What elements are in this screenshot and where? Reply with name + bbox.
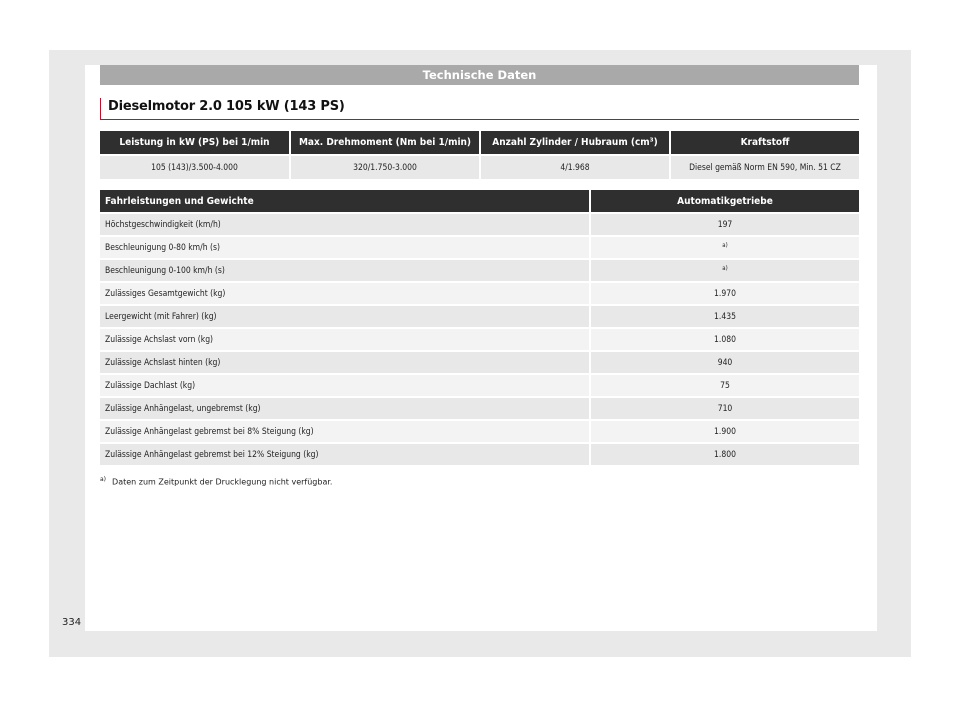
engine-header-fuel: Kraftstoff — [670, 131, 859, 155]
row-value: 1.970 — [590, 281, 859, 305]
row-label: Leergewicht (mit Fahrer) (kg) — [100, 304, 591, 328]
row-label: Höchstgeschwindigkeit (km/h) — [100, 212, 591, 236]
engine-header-torque: Max. Drehmoment (Nm bei 1/min) — [290, 131, 481, 155]
row-value: a) — [590, 235, 859, 259]
row-value: 940 — [590, 350, 859, 374]
engine-table: Leistung in kW (PS) bei 1/min Max. Drehm… — [100, 131, 859, 179]
table-row: Beschleunigung 0-80 km/h (s) a) — [100, 235, 859, 259]
performance-header-value: Automatikgetriebe — [590, 190, 859, 213]
section-heading: Dieselmotor 2.0 105 kW (143 PS) — [100, 98, 859, 120]
row-value: 1.800 — [590, 442, 859, 465]
row-label: Zulässige Achslast vorn (kg) — [100, 327, 591, 351]
footnote-marker: a) — [722, 264, 728, 272]
section-title: Dieselmotor 2.0 105 kW (143 PS) — [108, 99, 345, 114]
row-value: 75 — [590, 373, 859, 397]
table-row: Zulässige Achslast hinten (kg) 940 — [100, 350, 859, 374]
engine-header-cylinders: Anzahl Zylinder / Hubraum (cm³) — [480, 131, 671, 155]
engine-value-power: 105 (143)/3.500-4.000 — [100, 154, 291, 179]
footnote-marker: a) — [722, 241, 728, 249]
row-value: 1.900 — [590, 419, 859, 443]
chapter-header: Technische Daten — [100, 65, 859, 85]
row-label: Beschleunigung 0-100 km/h (s) — [100, 258, 591, 282]
row-label: Zulässige Achslast hinten (kg) — [100, 350, 591, 374]
table-row: Zulässige Anhängelast, ungebremst (kg) 7… — [100, 396, 859, 420]
performance-header-label: Fahrleistungen und Gewichte — [100, 190, 591, 213]
engine-value-cylinders: 4/1.968 — [480, 154, 671, 179]
row-label: Zulässige Anhängelast gebremst bei 8% St… — [100, 419, 591, 443]
engine-header-power: Leistung in kW (PS) bei 1/min — [100, 131, 291, 155]
engine-table-row: 105 (143)/3.500-4.000 320/1.750-3.000 4/… — [100, 154, 859, 179]
engine-table-header: Leistung in kW (PS) bei 1/min Max. Drehm… — [100, 131, 859, 155]
row-value: 197 — [590, 212, 859, 236]
chapter-title: Technische Daten — [422, 68, 537, 82]
table-row: Zulässige Achslast vorn (kg) 1.080 — [100, 327, 859, 351]
row-value: 1.080 — [590, 327, 859, 351]
table-row: Höchstgeschwindigkeit (km/h) 197 — [100, 212, 859, 236]
performance-table: Fahrleistungen und Gewichte Automatikget… — [100, 190, 859, 465]
row-value: a) — [590, 258, 859, 282]
table-row: Zulässige Anhängelast gebremst bei 12% S… — [100, 442, 859, 465]
engine-value-torque: 320/1.750-3.000 — [290, 154, 481, 179]
row-label: Beschleunigung 0-80 km/h (s) — [100, 235, 591, 259]
row-label: Zulässiges Gesamtgewicht (kg) — [100, 281, 591, 305]
row-value: 1.435 — [590, 304, 859, 328]
engine-value-fuel: Diesel gemäß Norm EN 590, Min. 51 CZ — [670, 154, 859, 179]
table-row: Zulässige Dachlast (kg) 75 — [100, 373, 859, 397]
footnote: a) Daten zum Zeitpunkt der Drucklegung ni… — [100, 476, 332, 487]
table-row: Leergewicht (mit Fahrer) (kg) 1.435 — [100, 304, 859, 328]
row-label: Zulässige Anhängelast, ungebremst (kg) — [100, 396, 591, 420]
performance-table-header: Fahrleistungen und Gewichte Automatikget… — [100, 190, 859, 213]
page-number: 334 — [62, 617, 82, 628]
table-row: Zulässiges Gesamtgewicht (kg) 1.970 — [100, 281, 859, 305]
row-label: Zulässige Anhängelast gebremst bei 12% S… — [100, 442, 591, 465]
row-value: 710 — [590, 396, 859, 420]
footnote-text: Daten zum Zeitpunkt der Drucklegung nich… — [112, 477, 333, 487]
footnote-marker: a) — [100, 476, 107, 483]
row-label: Zulässige Dachlast (kg) — [100, 373, 591, 397]
table-row: Beschleunigung 0-100 km/h (s) a) — [100, 258, 859, 282]
table-row: Zulässige Anhängelast gebremst bei 8% St… — [100, 419, 859, 443]
